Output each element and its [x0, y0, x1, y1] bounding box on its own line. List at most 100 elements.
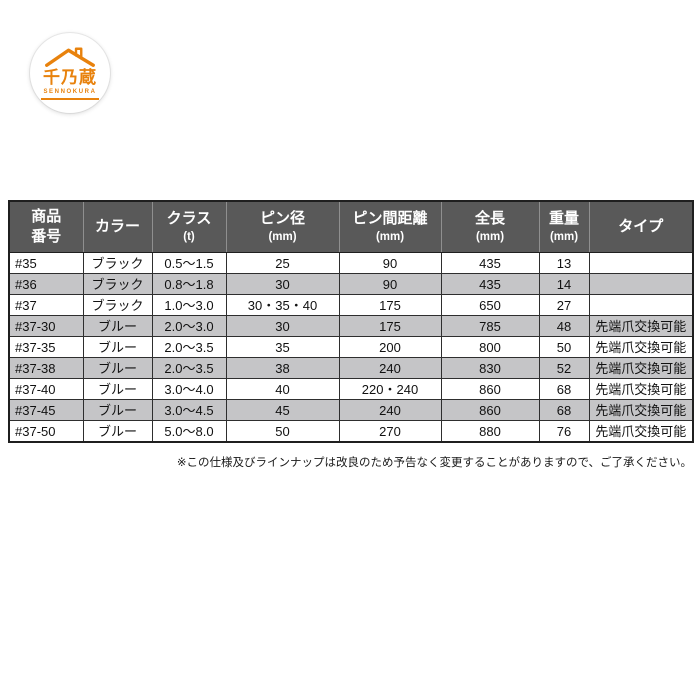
cell-overall-length: 830	[440, 357, 540, 379]
cell-color: ブルー	[82, 399, 153, 421]
cell-pin-diameter: 38	[225, 357, 340, 379]
roof-icon	[45, 48, 95, 68]
cell-type: 先端爪交換可能	[588, 357, 694, 379]
cell-type: 先端爪交換可能	[588, 420, 694, 443]
cell-pin-diameter: 45	[225, 399, 340, 421]
cell-weight: 68	[538, 378, 590, 400]
cell-type: 先端爪交換可能	[588, 399, 694, 421]
cell-item-number: #37-35	[8, 336, 84, 358]
cell-pin-pitch: 240	[338, 357, 442, 379]
cell-pin-diameter: 40	[225, 378, 340, 400]
cell-color: ブラック	[82, 252, 153, 274]
cell-class-t: 0.5〜1.5	[151, 252, 227, 274]
cell-overall-length: 860	[440, 378, 540, 400]
header-row: 商品 番号 カラー クラス (t) ピン径 (mm) ピン間距離 (mm) 全長 (mm) 重量 (mm…	[9, 201, 693, 253]
spec-table-body: #35 ブラック 0.5〜1.5 25 90 435 13 #36 ブラック 0.8〜1.8 30 9…	[8, 252, 694, 443]
cell-color: ブルー	[82, 315, 153, 337]
cell-pin-pitch: 90	[338, 273, 442, 295]
cell-pin-diameter: 35	[225, 336, 340, 358]
cell-item-number: #37-38	[8, 357, 84, 379]
cell-class-t: 2.0〜3.0	[151, 315, 227, 337]
cell-color: ブルー	[82, 336, 153, 358]
cell-item-number: #35	[8, 252, 84, 274]
cell-overall-length: 650	[440, 294, 540, 316]
cell-class-t: 0.8〜1.8	[151, 273, 227, 295]
cell-pin-pitch: 240	[338, 399, 442, 421]
cell-item-number: #37-30	[8, 315, 84, 337]
column-header-overall-length: 全長 (mm)	[440, 201, 539, 253]
cell-weight: 48	[538, 315, 590, 337]
brand-name-japanese: 千乃蔵	[43, 68, 97, 88]
cell-pin-diameter: 30・35・40	[225, 294, 340, 316]
cell-type	[588, 273, 694, 295]
cell-item-number: #37-40	[8, 378, 84, 400]
cell-weight: 13	[538, 252, 590, 274]
cell-overall-length: 880	[440, 420, 540, 443]
column-header-weight: 重量 (mm)	[538, 201, 589, 253]
cell-item-number: #37-50	[8, 420, 84, 443]
cell-color: ブルー	[82, 378, 153, 400]
column-header-class-t: クラス (t)	[151, 201, 226, 253]
table-row: #36 ブラック 0.8〜1.8 30 90 435 14	[8, 273, 694, 295]
cell-class-t: 2.0〜3.5	[151, 336, 227, 358]
spec-table: 商品 番号 カラー クラス (t) ピン径 (mm) ピン間距離 (mm) 全長 (mm) 重量 (mm…	[8, 200, 694, 443]
cell-pin-diameter: 50	[225, 420, 340, 443]
cell-class-t: 5.0〜8.0	[151, 420, 227, 443]
table-row: #37-38 ブルー 2.0〜3.5 38 240 830 52 先端爪交換可能	[8, 357, 694, 379]
table-row: #37-30 ブルー 2.0〜3.0 30 175 785 48 先端爪交換可能	[8, 315, 694, 337]
cell-pin-pitch: 200	[338, 336, 442, 358]
cell-weight: 76	[538, 420, 590, 443]
cell-item-number: #37-45	[8, 399, 84, 421]
cell-weight: 27	[538, 294, 590, 316]
cell-overall-length: 800	[440, 336, 540, 358]
table-row: #37-50 ブルー 5.0〜8.0 50 270 880 76 先端爪交換可能	[8, 420, 694, 443]
column-header-type: タイプ	[588, 201, 693, 253]
cell-weight: 50	[538, 336, 590, 358]
cell-pin-pitch: 175	[338, 315, 442, 337]
cell-overall-length: 860	[440, 399, 540, 421]
cell-weight: 52	[538, 357, 590, 379]
column-header-pin-pitch: ピン間距離 (mm)	[338, 201, 441, 253]
cell-item-number: #36	[8, 273, 84, 295]
cell-type	[588, 252, 694, 274]
cell-pin-pitch: 90	[338, 252, 442, 274]
cell-color: ブルー	[82, 420, 153, 443]
cell-weight: 14	[538, 273, 590, 295]
cell-class-t: 3.0〜4.5	[151, 399, 227, 421]
cell-overall-length: 785	[440, 315, 540, 337]
column-header-pin-diameter: ピン径 (mm)	[225, 201, 339, 253]
cell-color: ブラック	[82, 294, 153, 316]
table-row: #35 ブラック 0.5〜1.5 25 90 435 13	[8, 252, 694, 274]
cell-class-t: 2.0〜3.5	[151, 357, 227, 379]
cell-pin-diameter: 25	[225, 252, 340, 274]
cell-class-t: 1.0〜3.0	[151, 294, 227, 316]
cell-overall-length: 435	[440, 273, 540, 295]
brand-name-english: SENNOKURA	[41, 88, 99, 100]
cell-overall-length: 435	[440, 252, 540, 274]
cell-pin-pitch: 220・240	[338, 378, 442, 400]
column-header-color: カラー	[82, 201, 152, 253]
cell-color: ブルー	[82, 357, 153, 379]
column-header-item-number: 商品 番号	[9, 201, 83, 253]
cell-type: 先端爪交換可能	[588, 336, 694, 358]
cell-class-t: 3.0〜4.0	[151, 378, 227, 400]
table-row: #37-35 ブルー 2.0〜3.5 35 200 800 50 先端爪交換可能	[8, 336, 694, 358]
table-row: #37-45 ブルー 3.0〜4.5 45 240 860 68 先端爪交換可能	[8, 399, 694, 421]
cell-pin-pitch: 175	[338, 294, 442, 316]
table-row: #37 ブラック 1.0〜3.0 30・35・40 175 650 27	[8, 294, 694, 316]
cell-color: ブラック	[82, 273, 153, 295]
cell-type: 先端爪交換可能	[588, 378, 694, 400]
cell-pin-diameter: 30	[225, 273, 340, 295]
spec-table-header: 商品 番号 カラー クラス (t) ピン径 (mm) ピン間距離 (mm) 全長 (mm) 重量 (mm…	[9, 201, 693, 253]
disclaimer-footnote: ※この仕様及びラインナップは改良のため予告なく変更することがありますので、ご了承…	[176, 457, 692, 469]
cell-pin-pitch: 270	[338, 420, 442, 443]
table-row: #37-40 ブルー 3.0〜4.0 40 220・240 860 68 先端爪交換可能	[8, 378, 694, 400]
cell-pin-diameter: 30	[225, 315, 340, 337]
cell-type: 先端爪交換可能	[588, 315, 694, 337]
spec-table-container: 商品 番号 カラー クラス (t) ピン径 (mm) ピン間距離 (mm) 全長 (mm) 重量 (mm…	[8, 200, 694, 443]
cell-type	[588, 294, 694, 316]
brand-logo: 千乃蔵 SENNOKURA	[30, 33, 110, 113]
cell-item-number: #37	[8, 294, 84, 316]
cell-weight: 68	[538, 399, 590, 421]
